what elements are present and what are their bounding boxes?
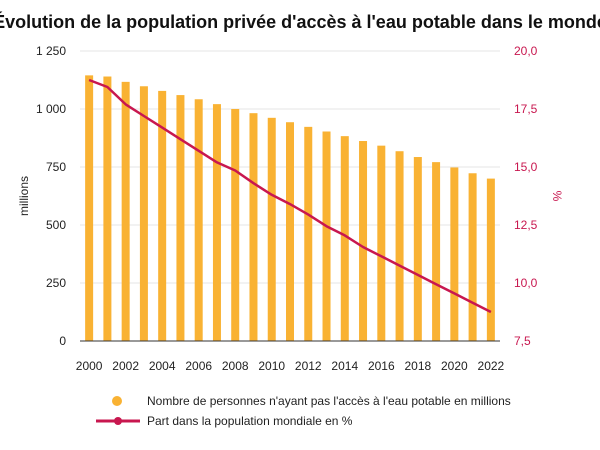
y-left-tick-label: 1 000 bbox=[36, 102, 66, 116]
bar bbox=[158, 90, 167, 342]
bar bbox=[377, 145, 386, 341]
bar bbox=[267, 117, 276, 341]
y-right-tick-label: 12,5 bbox=[514, 218, 538, 232]
x-tick-label: 2020 bbox=[441, 359, 468, 373]
bar bbox=[322, 131, 331, 341]
x-tick-label: 2008 bbox=[222, 359, 249, 373]
legend: Nombre de personnes n'ayant pas l'accès … bbox=[96, 394, 511, 428]
x-tick-label: 2014 bbox=[331, 359, 358, 373]
bar bbox=[85, 75, 94, 342]
bar bbox=[286, 122, 294, 341]
bar bbox=[304, 126, 313, 341]
bar bbox=[486, 178, 495, 341]
y-left-tick-label: 1 250 bbox=[36, 44, 66, 58]
legend-bar-label: Nombre de personnes n'ayant pas l'accès … bbox=[147, 394, 511, 408]
y-right-tick-label: 17,5 bbox=[514, 102, 538, 116]
x-tick-label: 2012 bbox=[295, 359, 322, 373]
bar bbox=[249, 113, 258, 342]
y-left-tick-label: 0 bbox=[59, 334, 66, 348]
x-tick-label: 2002 bbox=[112, 359, 139, 373]
y-left-tick-label: 500 bbox=[46, 218, 66, 232]
y-right-tick-label: 7,5 bbox=[514, 334, 531, 348]
x-tick-label: 2016 bbox=[368, 359, 395, 373]
y-left-tick-label: 250 bbox=[46, 276, 66, 290]
bar bbox=[121, 81, 130, 341]
y-right-tick-label: 10,0 bbox=[514, 276, 538, 290]
chart-title: Évolution de la population privée d'accè… bbox=[0, 11, 600, 32]
x-tick-label: 2004 bbox=[149, 359, 176, 373]
bar bbox=[139, 86, 148, 341]
line-series bbox=[88, 78, 492, 314]
y-right-axis-ticks: 7,5 10,0 12,5 15,0 17,5 20,0 bbox=[514, 44, 538, 348]
bar bbox=[212, 104, 221, 342]
x-tick-label: 2000 bbox=[76, 359, 103, 373]
bar bbox=[468, 173, 477, 341]
x-axis-ticks: 2000 2002 2004 2006 2008 2010 2012 2014 2016 2018… bbox=[76, 359, 505, 373]
bar bbox=[413, 157, 422, 341]
y-left-axis-label: millions bbox=[17, 176, 31, 216]
bar bbox=[194, 99, 203, 341]
legend-line-label: Part dans la population mondiale en % bbox=[147, 414, 353, 428]
bar bbox=[395, 151, 404, 341]
bar-series bbox=[85, 75, 495, 342]
line-path bbox=[88, 78, 492, 314]
x-tick-label: 2006 bbox=[185, 359, 212, 373]
y-left-axis-ticks: 0 250 500 750 1 000 1 250 bbox=[36, 44, 66, 348]
y-right-tick-label: 20,0 bbox=[514, 44, 538, 58]
bar bbox=[340, 136, 349, 341]
x-tick-label: 2018 bbox=[404, 359, 431, 373]
bar bbox=[359, 141, 368, 341]
x-tick-label: 2010 bbox=[258, 359, 285, 373]
bar bbox=[432, 162, 441, 341]
y-right-tick-label: 15,0 bbox=[514, 160, 538, 174]
y-left-tick-label: 750 bbox=[46, 160, 66, 174]
legend-line-dot bbox=[114, 417, 122, 425]
bar bbox=[450, 167, 459, 341]
bar bbox=[103, 76, 112, 342]
y-right-axis-label: % bbox=[550, 191, 564, 202]
bar bbox=[231, 109, 240, 341]
bar bbox=[176, 95, 185, 341]
x-tick-label: 2022 bbox=[478, 359, 505, 373]
legend-bar-marker bbox=[112, 396, 122, 406]
